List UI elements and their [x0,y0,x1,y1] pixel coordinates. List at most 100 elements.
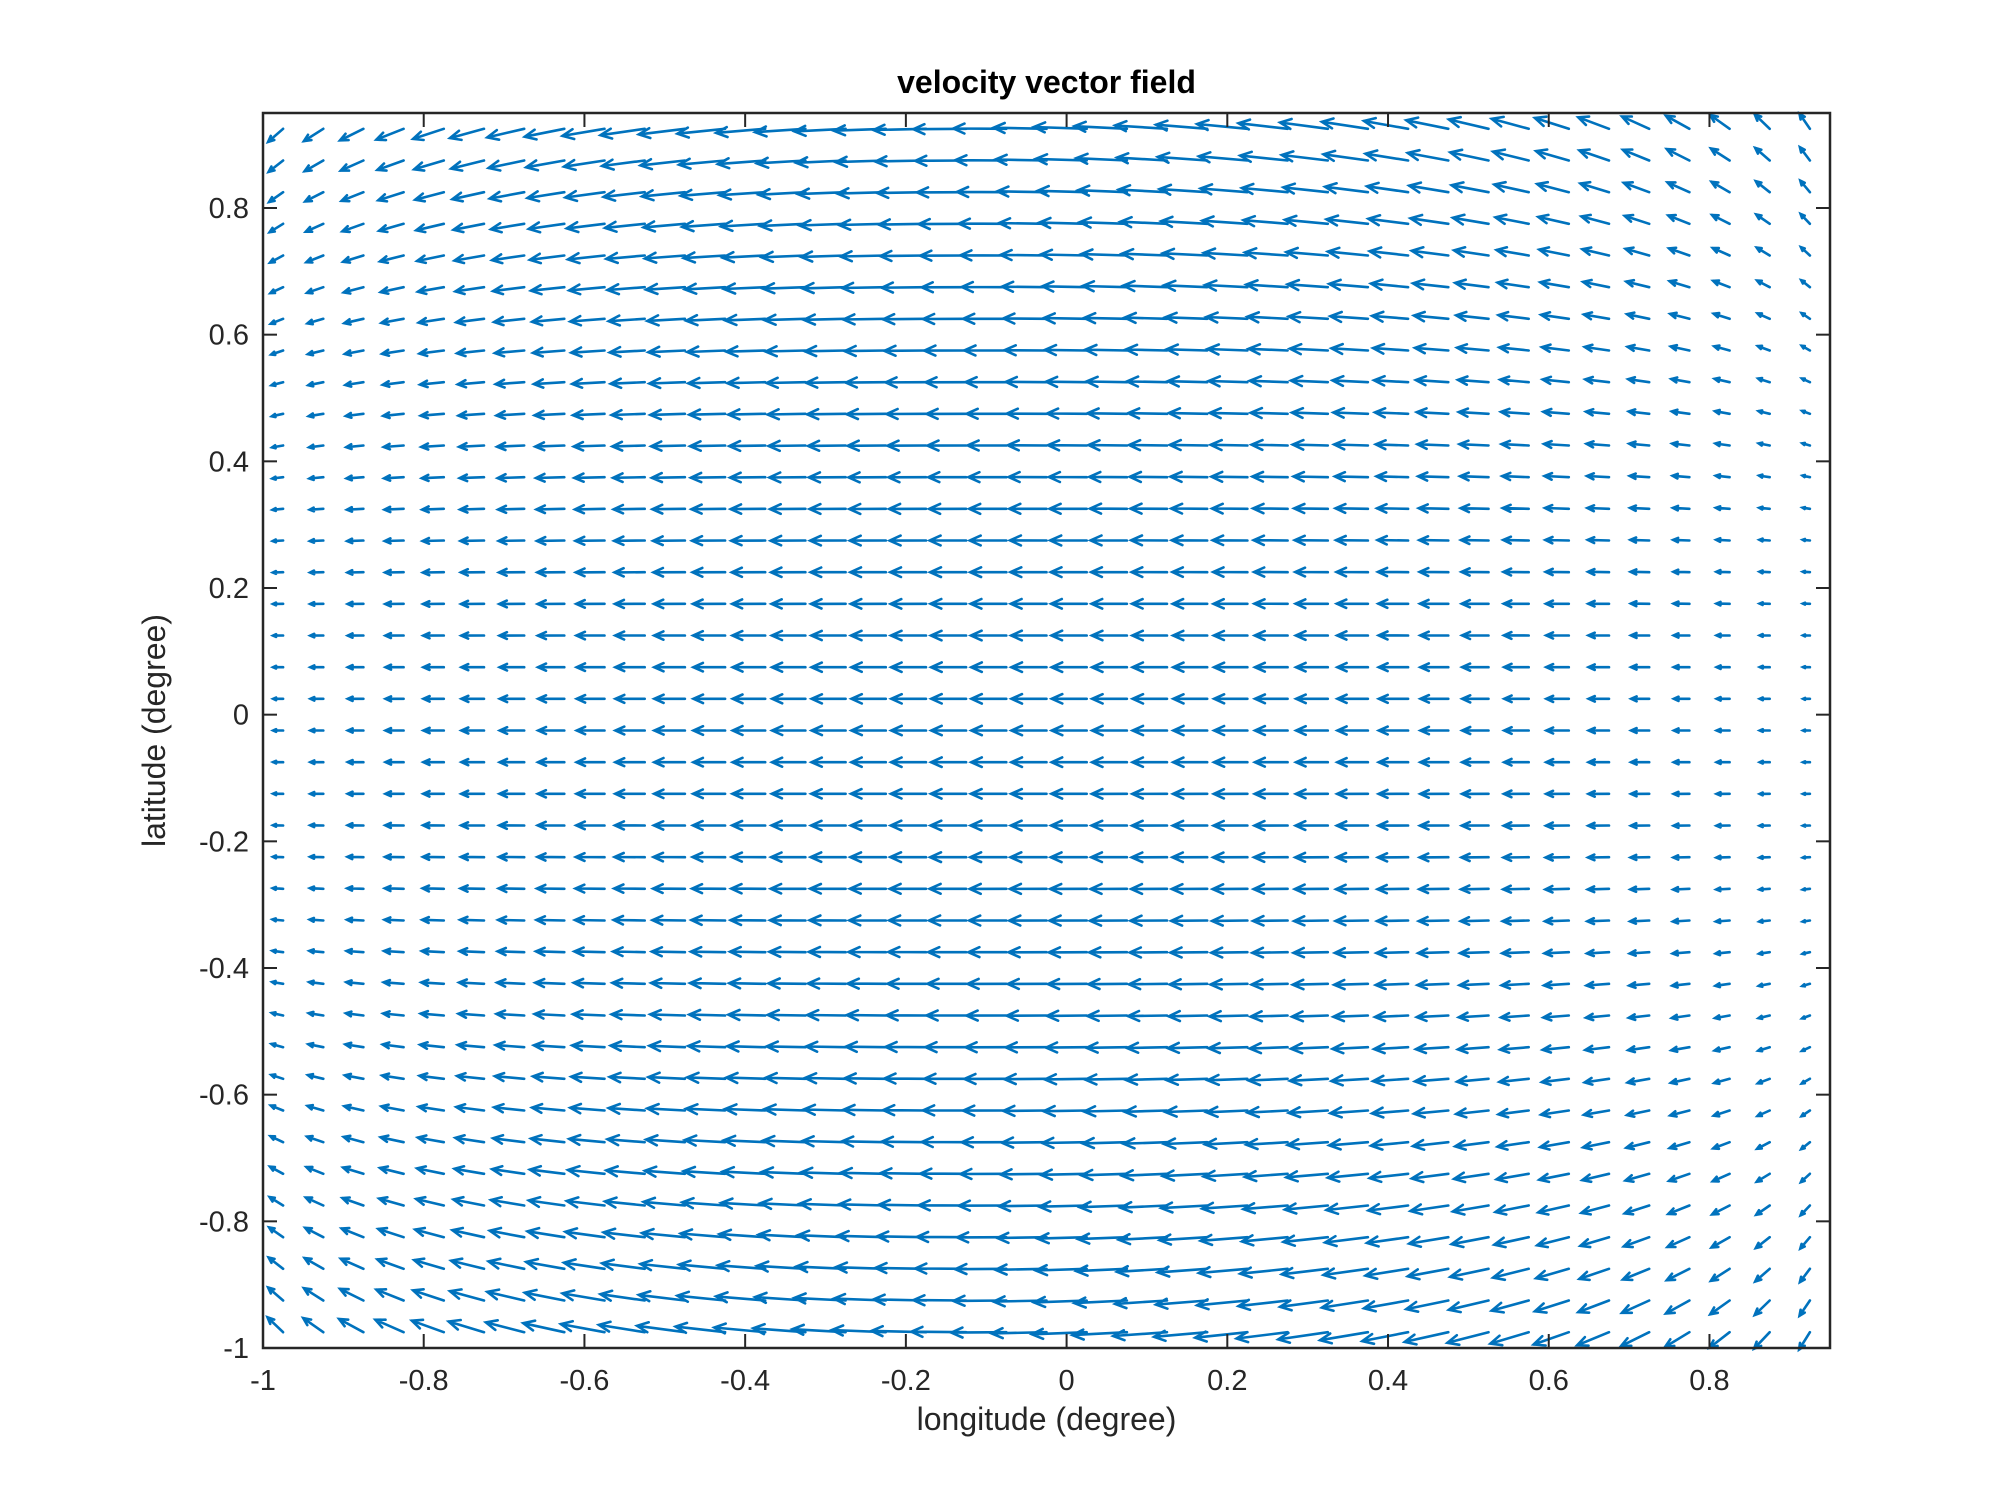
vector-arrow [1369,1074,1410,1087]
vector-arrow [808,756,847,768]
vector-arrow [1753,212,1771,226]
vector-arrow [924,439,968,452]
vector-arrow [1458,852,1490,863]
vector-arrow [1362,1267,1410,1281]
vector-arrow [1168,502,1209,515]
vector-arrow [338,190,365,203]
vector-arrow [648,977,687,990]
vector-arrow [848,692,888,705]
vector-arrow [1799,569,1812,575]
vector-arrow [686,408,727,421]
vector-arrow [378,317,405,326]
vector-arrow [305,1041,325,1049]
vector-arrow [1241,247,1289,260]
vector-arrow [1492,213,1530,226]
vector-arrow [445,1318,486,1334]
vector-arrow [1798,1077,1812,1086]
vector-arrow [1332,502,1370,515]
vector-arrow [1712,918,1731,925]
vector-arrow [888,661,928,674]
vector-arrow [301,159,325,173]
vector-arrow [1799,441,1812,447]
vector-arrow [1407,213,1450,227]
vector-arrow [595,1320,646,1334]
vector-arrow [1585,694,1611,703]
vector-arrow [1709,1172,1731,1183]
vector-arrow [452,1134,486,1145]
vector-arrow [1318,1299,1370,1313]
vector-arrow [1243,1137,1289,1151]
vector-arrow [1444,1330,1490,1347]
vector-arrow [1001,344,1048,357]
vector-arrow [1713,695,1731,702]
vector-arrow [1249,946,1289,959]
vector-arrow [958,1136,1008,1149]
vector-arrow [300,1316,325,1334]
vector-arrow [712,1291,767,1304]
vector-arrow [967,566,1008,579]
vector-arrow [1457,503,1490,514]
vector-arrow [1210,597,1249,610]
vector-arrow [458,726,486,735]
vector-arrow [1005,470,1048,484]
vector-arrow [1409,278,1450,291]
vector-arrow [457,821,486,830]
vector-arrow [769,724,807,737]
vector-arrow [1756,823,1771,829]
vector-arrow [799,1135,847,1148]
vector-arrow [1085,977,1129,991]
vector-arrow [1280,182,1330,195]
vector-arrow [1541,916,1571,926]
vector-arrow [716,188,767,201]
vector-arrow [1582,375,1611,385]
vector-arrow [997,248,1048,262]
vector-arrow [1120,279,1169,293]
vector-arrow [488,253,526,265]
x-tick-label: -0.6 [559,1365,609,1397]
vector-arrow [1708,1235,1731,1250]
vector-arrow [600,189,646,202]
vector-arrow [597,1289,646,1302]
vector-arrow [1411,1074,1450,1087]
vector-arrow [1576,1267,1611,1282]
vector-arrow [1045,470,1088,484]
vector-arrow [304,285,325,295]
vector-arrow [1709,246,1731,257]
vector-arrow [343,979,365,987]
vector-arrow [1578,1204,1611,1216]
vector-arrow [967,819,1008,832]
vector-arrow [1278,1266,1330,1280]
vector-arrow [414,285,446,296]
vector-arrow [1798,1204,1812,1218]
vector-arrow [268,1042,285,1049]
vector-arrow [1150,1329,1209,1343]
vector-arrow [1287,374,1330,388]
vector-arrow [266,190,285,204]
vector-arrow [1540,980,1571,990]
vector-arrow [998,1136,1048,1149]
vector-arrow [302,1226,325,1239]
vector-arrow [651,630,687,641]
vector-arrow [344,853,365,861]
vector-arrow [1115,184,1169,197]
vector-arrow [307,759,325,766]
vector-arrow [343,947,365,955]
vector-arrow [1200,247,1249,260]
vector-arrow [1579,278,1611,289]
vector-arrow [768,566,807,579]
vector-arrow [1316,1330,1370,1345]
vector-arrow [1754,245,1771,257]
vector-arrow [1543,757,1571,767]
vector-arrow [1627,726,1651,735]
vector-arrow [1039,1136,1088,1150]
vector-arrow [1711,1077,1731,1086]
vector-arrow [1752,145,1771,162]
vector-arrow [724,376,767,390]
vector-arrow [887,787,928,800]
vector-arrow [531,409,566,421]
vector-arrow [1208,946,1249,959]
vector-arrow [1034,1232,1088,1245]
vector-arrow [573,630,606,641]
vector-arrow [533,915,566,926]
vector-arrow [724,1040,767,1053]
